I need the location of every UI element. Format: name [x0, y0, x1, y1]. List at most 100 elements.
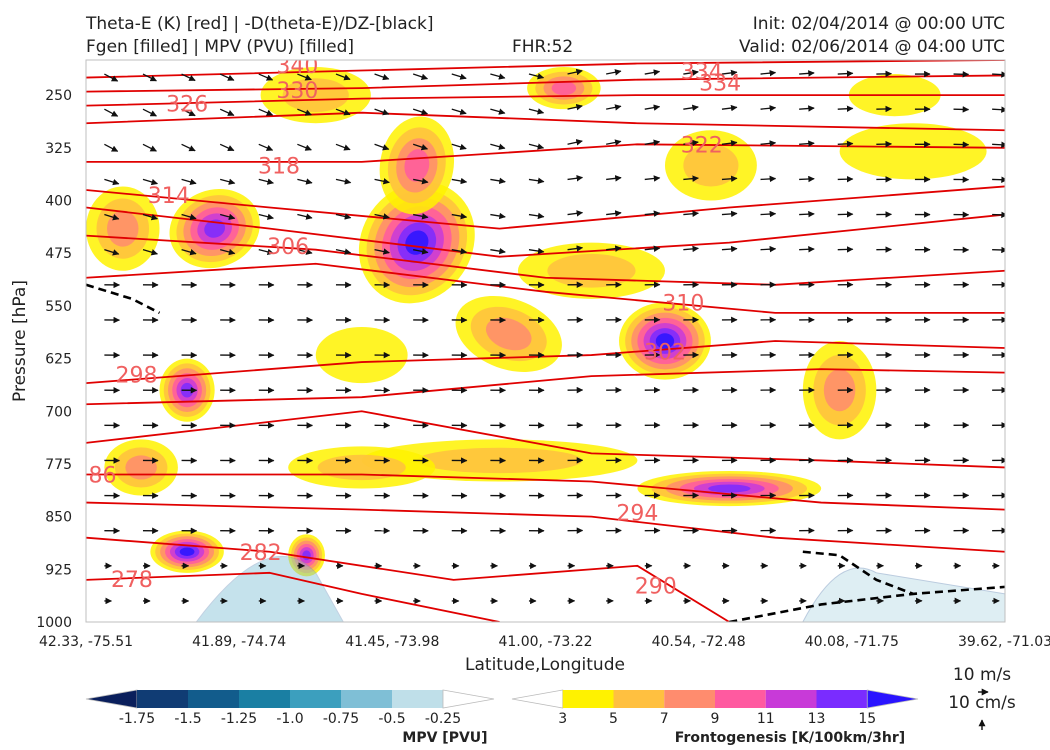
- wind-vector: [142, 249, 158, 256]
- colorbar-tick-label: -0.75: [323, 711, 359, 727]
- title-line-2: Fgen [filled] | MPV (PVU) [filled]: [86, 37, 355, 57]
- wind-vector: [644, 175, 661, 182]
- wind-vector: [335, 178, 352, 185]
- theta-e-contour: [86, 473, 1005, 511]
- colorbar-segment: [664, 690, 715, 708]
- colorbar-segment: [866, 689, 919, 709]
- mpv-fill: [195, 556, 344, 622]
- wind-vector: [374, 213, 390, 220]
- wind-vector: [837, 140, 854, 148]
- wind-vector: [528, 177, 545, 184]
- wind-vector: [335, 73, 351, 81]
- wind-vector: [683, 69, 699, 76]
- theta-e-contour: [86, 340, 1005, 385]
- theta-e-contour: [86, 74, 1005, 93]
- wind-vector: [258, 108, 274, 116]
- theta-e-contour: [86, 143, 1005, 163]
- contour-label: 314: [148, 184, 190, 209]
- wind-vector: [104, 249, 120, 256]
- colorbar-segment: [85, 689, 138, 709]
- y-tick-label: 700: [45, 404, 72, 420]
- wind-vector: [528, 143, 545, 150]
- wind-vector: [297, 248, 313, 255]
- wind-vector: [374, 108, 390, 116]
- wind-vector: [644, 139, 661, 146]
- wind-vector: [335, 108, 351, 116]
- wind-vector: [799, 70, 815, 77]
- y-tick-label: 325: [45, 141, 72, 157]
- y-tick-label: 250: [45, 88, 72, 104]
- frontogenesis-fill: [839, 123, 987, 180]
- colorbar-tick-label: 7: [660, 711, 669, 727]
- wind-vector: [490, 73, 506, 80]
- contour-label: 298: [116, 364, 158, 389]
- wind-vector: [567, 139, 583, 146]
- theta-e-contour: [86, 111, 1005, 132]
- theta-e-contour: [86, 60, 1005, 79]
- wind-vector: [374, 178, 390, 185]
- wind-vector: [490, 108, 506, 115]
- colorbar-segment: [765, 690, 817, 708]
- wind-vector: [760, 245, 777, 253]
- wind-vector: [799, 105, 815, 112]
- theta-e-contour: [86, 206, 1005, 258]
- wind-vector: [606, 210, 622, 217]
- wind-vector: [528, 212, 545, 220]
- y-tick-label: 1000: [36, 615, 72, 631]
- colorbar-tick-label: -1.75: [119, 711, 155, 727]
- wind-vector: [606, 245, 622, 252]
- wind-vector: [606, 69, 622, 76]
- contour-label: 334: [681, 60, 723, 85]
- wind-vector: [799, 246, 815, 253]
- contour-label: 340: [276, 54, 318, 79]
- wind-vector: [413, 248, 429, 255]
- wind-vector: [220, 213, 236, 221]
- wind-vector: [683, 139, 699, 147]
- frontogenesis-fill: [179, 547, 195, 556]
- colorbar-tick-label: -1.0: [276, 711, 303, 727]
- wind-vector: [837, 70, 854, 77]
- wind-vector: [760, 140, 777, 147]
- contour-label: 326: [166, 93, 208, 118]
- contour-label: 294: [616, 501, 658, 526]
- wind-vector: [258, 143, 274, 151]
- wind-vector: [490, 212, 506, 220]
- x-tick-label: 42.33, -75.51: [39, 634, 133, 650]
- x-tick-label: 41.45, -73.98: [345, 634, 439, 650]
- stability-contour: [86, 283, 161, 315]
- y-tick-label: 475: [45, 246, 72, 262]
- contour-label: 330: [276, 79, 318, 104]
- wind-vector: [451, 108, 467, 115]
- contour-label: 310: [662, 291, 704, 316]
- wind-vector: [760, 105, 777, 112]
- stability-contour: [802, 550, 914, 596]
- wind-vector: [721, 104, 738, 112]
- wind-vector: [606, 104, 622, 111]
- wind-vector: [606, 175, 622, 182]
- wind-vector: [721, 175, 738, 183]
- wind-vector: [683, 245, 699, 253]
- wind-vector: [451, 177, 468, 185]
- wind-vector: [567, 210, 584, 217]
- frontogenesis-fill: [107, 210, 139, 247]
- wind-vector: [683, 104, 699, 112]
- wind-vector: [297, 178, 313, 185]
- wind-vector: [644, 104, 661, 111]
- wind-vector: [181, 143, 196, 152]
- wind-vector: [567, 68, 583, 76]
- x-tick-label: 40.08, -71.75: [805, 634, 899, 650]
- wind-vector: [220, 178, 236, 185]
- frontogenesis-fill: [547, 253, 636, 288]
- wind-vector: [567, 175, 584, 182]
- colorbar-segment: [816, 690, 868, 708]
- init-time: Init: 02/04/2014 @ 00:00 UTC: [752, 14, 1005, 34]
- wind-vector: [721, 245, 738, 253]
- wind-vector: [104, 143, 119, 152]
- contour-label: 302: [644, 341, 686, 366]
- wind-vector: [451, 73, 467, 80]
- theta-e-contour: [86, 571, 500, 622]
- wind-vector: [683, 175, 699, 182]
- wind-vector: [258, 248, 274, 256]
- wind-vector: [142, 73, 157, 82]
- wind-vector: [799, 210, 815, 218]
